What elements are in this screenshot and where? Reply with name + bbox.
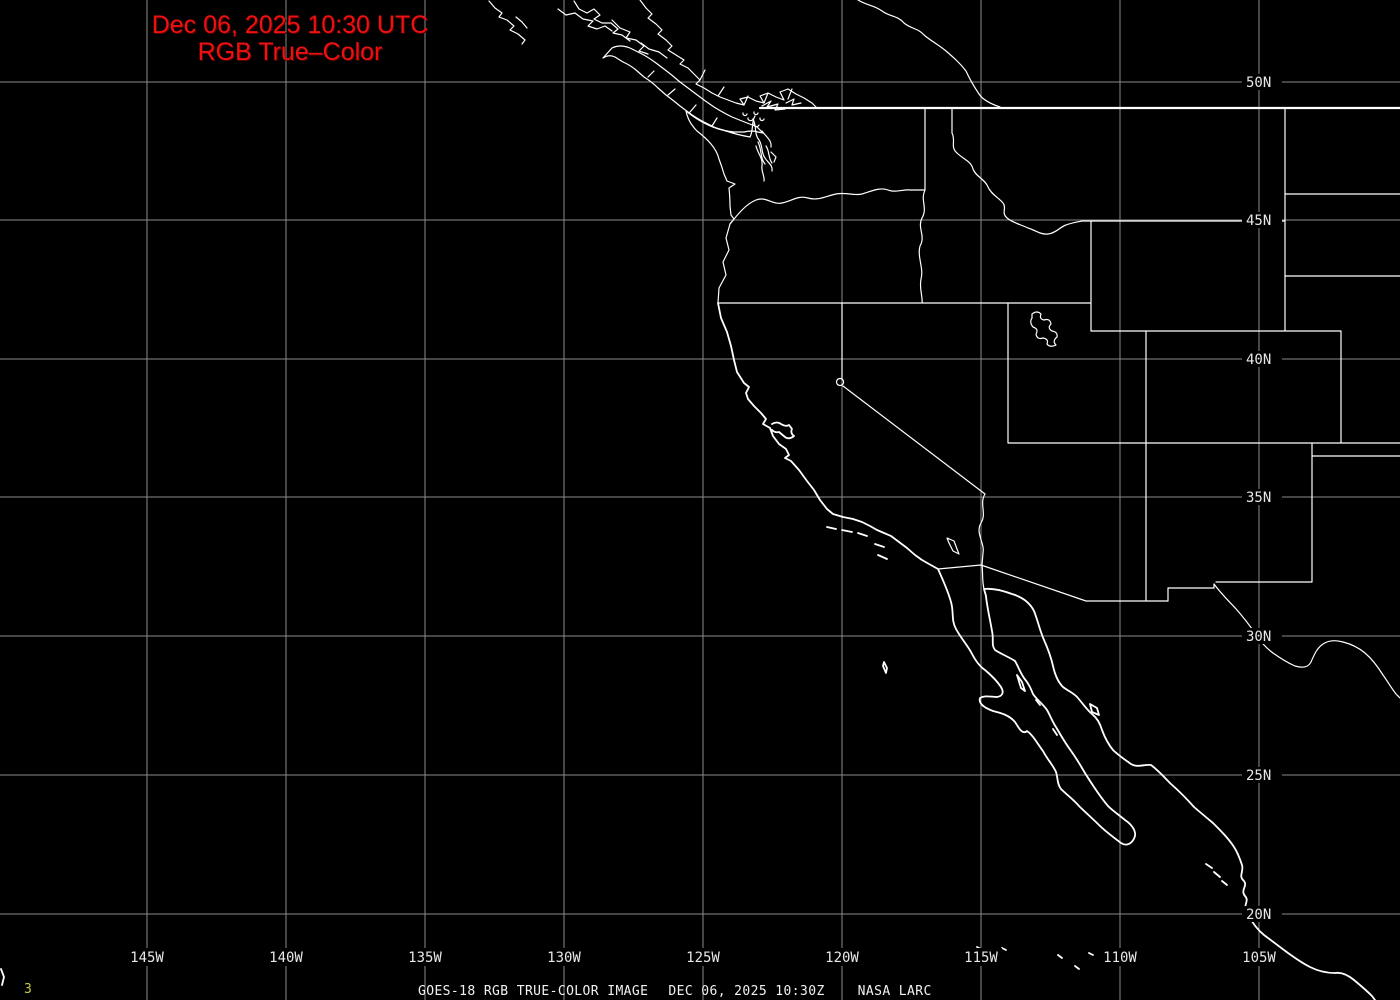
lat-tick-mask	[1242, 906, 1282, 922]
lon-tick-mask	[404, 948, 446, 966]
tick-labels: 145W 140W 135W 130W 125W 120W 115W 110W 105W 50N 4…	[126, 74, 1282, 966]
lon-tick-label: 115W	[964, 950, 998, 966]
lon-tick-label: 145W	[130, 950, 164, 966]
lon-tick-label: 120W	[825, 950, 859, 966]
lon-tick-label: 110W	[1103, 950, 1137, 966]
lon-tick-label: 125W	[686, 950, 720, 966]
lon-tick-mask	[821, 948, 863, 966]
lat-tick-mask	[1242, 628, 1282, 644]
annotation-datetime: Dec 06, 2025 10:30 UTC	[151, 11, 429, 39]
lat-tick-mask	[1242, 351, 1282, 367]
lat-tick-label: 45N	[1246, 213, 1271, 229]
footer-datetime-label: DEC 06, 2025 10:30Z	[668, 984, 825, 999]
lon-tick-label: 140W	[269, 950, 303, 966]
lat-tick-label: 30N	[1246, 629, 1271, 645]
lon-tick-mask	[960, 948, 1002, 966]
lon-tick-label: 130W	[547, 950, 581, 966]
border-rivers-path	[729, 188, 1400, 699]
lat-tick-mask	[1242, 212, 1282, 228]
lon-tick-label: 105W	[1242, 950, 1276, 966]
lon-tick-mask	[265, 948, 307, 966]
nw-islands-path	[742, 111, 765, 128]
lat-tick-label: 20N	[1246, 907, 1271, 923]
lat-tick-mask	[1242, 74, 1282, 90]
lon-tick-mask	[126, 948, 168, 966]
lakes-path	[835, 311, 1058, 555]
frame-number: 3	[24, 982, 32, 997]
coastline-south-path	[717, 302, 1376, 1000]
lat-tick-label: 40N	[1246, 352, 1271, 368]
footer-caption: GOES-18 RGB TRUE-COLOR IMAGE DEC 06, 202…	[418, 984, 932, 999]
lat-tick-mask	[1242, 489, 1282, 505]
lon-tick-mask	[543, 948, 585, 966]
lat-tick-mask	[1242, 767, 1282, 783]
state-borders-path	[717, 0, 1400, 602]
coastline-north-path	[488, 0, 817, 304]
lon-tick-mask	[682, 948, 724, 966]
footer-product-label: GOES-18 RGB TRUE-COLOR IMAGE	[418, 984, 649, 999]
lat-tick-label: 35N	[1246, 490, 1271, 506]
footer-credit-label: NASA LARC	[857, 984, 932, 999]
islands-path	[0, 526, 1228, 986]
lon-tick-mask	[1238, 948, 1280, 966]
image-annotation: Dec 06, 2025 10:30 UTC RGB True–Color	[150, 12, 430, 66]
annotation-product: RGB True–Color	[197, 38, 383, 66]
lat-tick-label: 25N	[1246, 768, 1271, 784]
lat-tick-label: 50N	[1246, 75, 1271, 91]
lon-tick-label: 135W	[408, 950, 442, 966]
lon-tick-mask	[1099, 948, 1141, 966]
